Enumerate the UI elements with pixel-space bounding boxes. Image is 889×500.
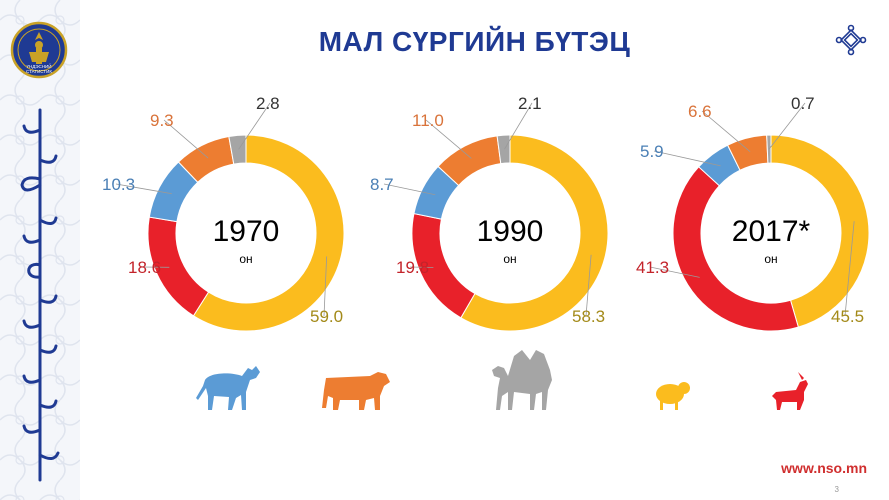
data-label-camel: 2.8	[256, 94, 280, 113]
data-label-camel: 2.1	[518, 94, 542, 113]
endless-knot-icon	[835, 24, 867, 56]
data-label-cattle: 9.3	[150, 111, 174, 130]
data-label-sheep: 59.0	[310, 307, 343, 326]
nso-logo: ҮНДЭСНИЙ СТАТИСТИК	[10, 21, 68, 79]
leader-line	[768, 102, 806, 150]
data-label-sheep: 45.5	[831, 307, 864, 326]
center-sublabel: он	[764, 252, 777, 266]
data-label-camel: 0.7	[791, 94, 815, 113]
leader-line	[504, 102, 533, 150]
data-label-sheep: 58.3	[572, 307, 605, 326]
slice-camel	[766, 134, 772, 164]
leader-line	[653, 150, 721, 167]
leader-line	[585, 254, 592, 317]
data-label-goat: 19.8	[396, 258, 429, 277]
slice-goat	[672, 166, 799, 332]
logo-text-top: ҮНДЭСНИЙ	[26, 62, 51, 69]
footer-url[interactable]: www.nso.mn	[781, 460, 867, 476]
data-label-goat: 41.3	[636, 258, 669, 277]
data-label-cattle: 6.6	[688, 102, 712, 121]
center-year-label: 1990	[477, 215, 544, 248]
mongolian-script-decoration	[20, 108, 60, 482]
leader-line	[383, 183, 436, 196]
slice-camel	[228, 134, 247, 165]
leader-line	[115, 183, 172, 195]
leader-line	[163, 119, 209, 159]
leader-line	[425, 119, 472, 159]
center-sublabel: он	[239, 252, 252, 266]
slice-camel	[496, 134, 511, 165]
leader-line	[844, 221, 855, 317]
leader-line	[323, 256, 328, 317]
center-year-label: 2017*	[732, 215, 811, 248]
slice-sheep	[460, 134, 609, 332]
slice-sheep	[192, 134, 345, 332]
center-year-label: 1970	[213, 215, 280, 248]
data-label-cattle: 11.0	[412, 111, 444, 130]
leader-line	[701, 110, 751, 152]
center-sublabel: он	[503, 252, 516, 266]
data-label-goat: 18.6	[128, 258, 161, 277]
data-label-horse: 8.7	[370, 175, 394, 194]
page-title: МАЛ СҮРГИЙН БҮТЭЦ	[318, 26, 631, 57]
data-label-horse: 5.9	[640, 142, 664, 161]
logo-text-bottom: СТАТИСТИК	[26, 69, 52, 74]
page-number: 3	[834, 485, 839, 494]
leader-line	[238, 102, 271, 150]
sidebar: ҮНДЭСНИЙ СТАТИСТИК	[0, 0, 80, 500]
slice-sheep	[770, 134, 870, 328]
data-label-horse: 10.3	[102, 175, 135, 194]
leader-line	[649, 266, 700, 278]
